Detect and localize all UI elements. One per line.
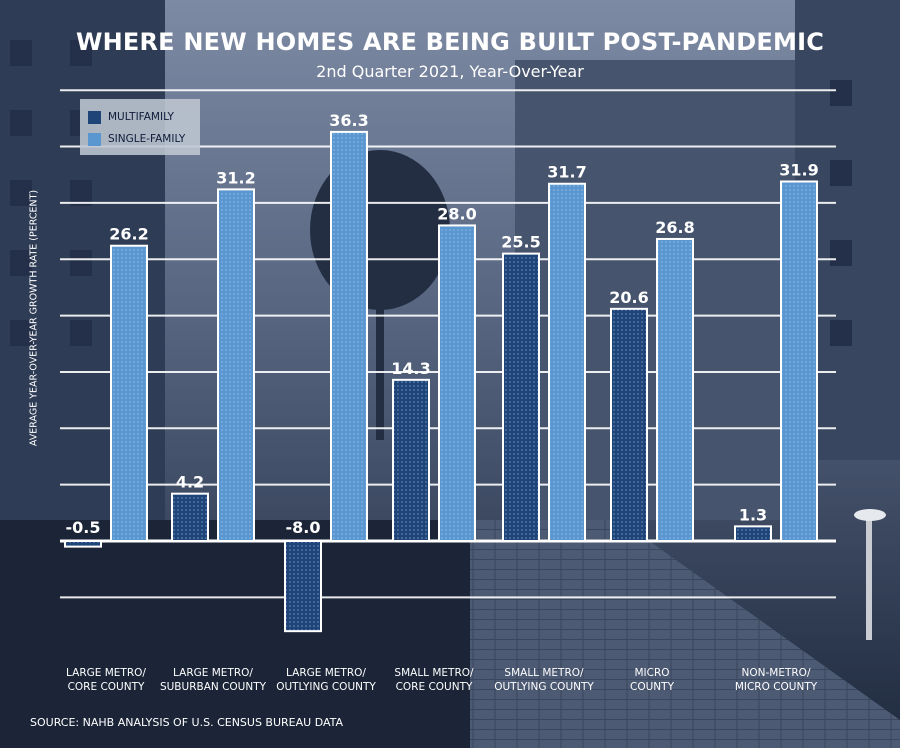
data-label: 28.0: [437, 204, 476, 223]
bar-multifamily: [502, 252, 540, 543]
legend-swatch-single-family: [88, 132, 101, 146]
category-label-line: SMALL METRO/: [394, 667, 474, 679]
category-label: LARGE METRO/OUTLYING COUNTY: [271, 666, 381, 694]
bar-single-family: [438, 224, 476, 542]
category-label: SMALL METRO/OUTLYING COUNTY: [489, 666, 599, 694]
bar-single-family: [217, 188, 255, 542]
value-labels: -0.5 26.2 4.2 31.2 -8.0 36.3 14.3 28.0 25.5 31.7 2…: [66, 111, 819, 537]
category-label: MICRO COUNTY: [597, 666, 707, 694]
category-label-line: SUBURBAN COUNTY: [159, 681, 267, 693]
bar-single-family: [656, 237, 694, 543]
bar-multifamily: [734, 525, 772, 542]
source-note: SOURCE: NAHB ANALYSIS OF U.S. CENSUS BUR…: [30, 716, 344, 729]
data-label: 36.3: [329, 111, 368, 130]
lamp-post: [866, 520, 872, 640]
category-label-line: LARGE METRO/: [286, 667, 366, 679]
data-label: 20.6: [609, 288, 648, 307]
data-label: 1.3: [739, 505, 767, 524]
category-label-line: OUTLYING COUNTY: [276, 681, 376, 693]
category-label-line: CORE COUNTY: [395, 681, 473, 693]
bar-multifamily: [610, 307, 648, 543]
category-label-line: LARGE METRO/: [66, 667, 146, 679]
category-label-line: COUNTY: [630, 681, 674, 693]
category-label-line: CORE COUNTY: [67, 681, 145, 693]
y-axis-label: AVERAGE YEAR-OVER-YEAR GROWTH RATE (PERC…: [28, 189, 40, 447]
bar-multifamily: [392, 378, 430, 542]
bar-single-family: [780, 180, 818, 542]
bar-single-family: [110, 244, 148, 542]
brick-path: [420, 520, 900, 748]
category-label-line: LARGE METRO/: [173, 667, 253, 679]
lamp-light: [854, 509, 886, 521]
data-label: 25.5: [501, 233, 540, 252]
category-label: LARGE METRO/CORE COUNTY: [51, 666, 161, 694]
bars: [64, 130, 818, 633]
category-label: NON-METRO/MICRO COUNTY: [721, 666, 831, 694]
legend-label-multifamily: MULTIFAMILY: [108, 111, 174, 123]
data-label: -8.0: [286, 518, 321, 537]
chart-subtitle: 2nd Quarter 2021, Year-Over-Year: [316, 62, 584, 81]
category-label-line: MICRO COUNTY: [734, 681, 818, 693]
data-label: 26.2: [109, 225, 148, 244]
category-label-line: SMALL METRO/: [504, 667, 584, 679]
bar-multifamily: [64, 540, 102, 548]
bar-multifamily: [171, 492, 209, 542]
lawn-left: [0, 520, 470, 748]
data-label: 4.2: [176, 473, 204, 492]
category-label-line: MICRO: [634, 667, 670, 679]
category-label-line: NON-METRO/: [741, 667, 811, 679]
data-label: 31.9: [779, 160, 818, 179]
data-label: 31.2: [216, 168, 255, 187]
category-label: SMALL METRO/CORE COUNTY: [379, 666, 489, 694]
legend: MULTIFAMILY SINGLE-FAMILY: [80, 99, 200, 155]
legend-swatch-multifamily: [88, 110, 101, 124]
category-label-line: OUTLYING COUNTY: [494, 681, 594, 693]
data-label: 31.7: [547, 163, 586, 182]
chart-title: WHERE NEW HOMES ARE BEING BUILT POST-PAN…: [75, 28, 825, 56]
data-label: -0.5: [66, 518, 101, 537]
data-label: 26.8: [655, 218, 694, 237]
data-label: 14.3: [391, 359, 430, 378]
category-label: LARGE METRO/SUBURBAN COUNTY: [158, 666, 268, 694]
bar-single-family: [548, 182, 586, 542]
legend-item-single-family: SINGLE-FAMILY: [88, 131, 185, 147]
legend-label-single-family: SINGLE-FAMILY: [108, 133, 186, 145]
bar-single-family: [330, 130, 368, 543]
bar-multifamily: [284, 540, 322, 633]
legend-item-multifamily: MULTIFAMILY: [88, 109, 174, 125]
